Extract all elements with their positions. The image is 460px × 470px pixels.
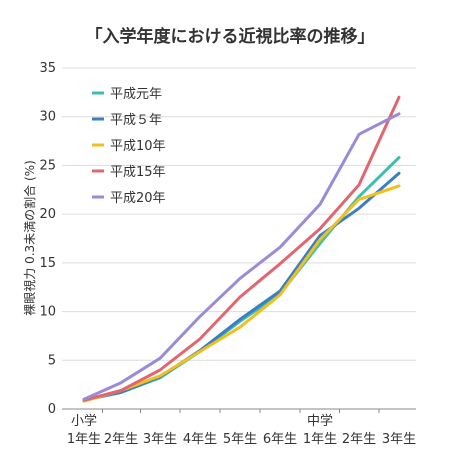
x-tick-label: 2年生 [104, 432, 138, 447]
x-tick-label: 4年生 [183, 432, 217, 447]
legend-label: 平成５年 [110, 113, 162, 128]
series-lines [82, 95, 401, 403]
y-tick-label: 25 [39, 158, 56, 173]
y-tick-label: 15 [39, 256, 56, 271]
y-tick-label: 35 [39, 61, 56, 76]
legend-label: 平成15年 [110, 165, 166, 180]
x-tick-label: 3年生 [143, 432, 177, 447]
x-tick-label: 5年生 [223, 432, 257, 447]
series-line-3 [82, 95, 401, 402]
legend-label: 平成元年 [110, 87, 162, 102]
x-tick-label: 1年生 [67, 432, 101, 447]
y-tick-label: 20 [39, 207, 56, 222]
y-tick-label: 5 [48, 353, 56, 368]
x-tick-label: 3年生 [382, 432, 416, 447]
y-tick-label: 0 [48, 402, 56, 417]
x-group-label: 小学 [71, 413, 97, 429]
legend-label: 平成10年 [110, 139, 166, 154]
x-tick-label: 1年生 [303, 432, 337, 447]
series-line-2 [82, 184, 401, 403]
x-tick-label: 6年生 [263, 432, 297, 447]
y-tick-label: 10 [39, 305, 56, 320]
gridlines [62, 67, 416, 361]
legend-label: 平成20年 [110, 191, 166, 206]
y-tick-label: 30 [39, 110, 56, 125]
y-axis-label: 裸眼視力 0.3未満の割合 (%) [22, 160, 37, 315]
x-group-label: 中学 [307, 413, 333, 429]
series-line-4 [82, 112, 401, 401]
chart-title: 「入学年度における近視比率の推移」 [86, 26, 375, 47]
x-tick-label: 2年生 [342, 432, 376, 447]
